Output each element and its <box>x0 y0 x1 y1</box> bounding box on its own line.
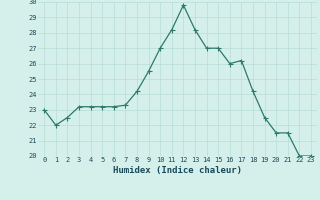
X-axis label: Humidex (Indice chaleur): Humidex (Indice chaleur) <box>113 166 242 175</box>
